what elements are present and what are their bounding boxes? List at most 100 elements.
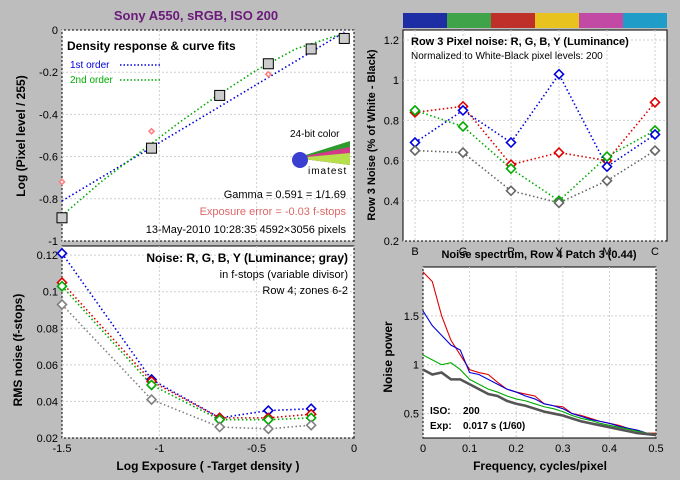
spectrum-ytick-label: 1.5 — [404, 311, 419, 323]
imatest-logo — [292, 141, 350, 168]
density-series-1st-order — [61, 31, 345, 202]
row3-plot-area — [402, 29, 668, 242]
row3-patch-swatch — [623, 13, 667, 28]
spectrum-xtick-label: 0.5 — [648, 443, 663, 455]
spectrum-xtick-label: 0 — [420, 443, 426, 455]
noise-xtick-label: -0.5 — [247, 443, 266, 455]
noise-ytick-label: 0.04 — [37, 396, 58, 408]
noise-ytick-label: 0.02 — [37, 433, 58, 445]
iso-value: 200 — [463, 406, 480, 417]
density-patch-point — [338, 32, 350, 44]
row3-point-b — [649, 128, 661, 141]
row3-ytick-label: 0.4 — [384, 196, 399, 208]
date-text: 13-May-2010 10:28:35 4592×3056 pixels — [146, 224, 347, 236]
row3-title: Row 3 Pixel noise: R, G, B, Y (Luminance… — [411, 36, 629, 48]
row3-ytick-label: 0.8 — [384, 115, 399, 127]
density-raw-point — [58, 178, 66, 186]
row3-point-b — [457, 104, 469, 117]
iso-label: ISO: — [430, 406, 451, 417]
spectrum-xtick-label: 0.3 — [555, 443, 570, 455]
row3-subtitle: Normalized to White-Black pixel levels: … — [411, 51, 603, 62]
noise-ylabel: RMS noise (f-stops) — [11, 294, 25, 407]
density-patch-point — [262, 58, 274, 70]
row3-ytick-label: 0.2 — [384, 236, 399, 248]
exp-value: 0.017 s (1/60) — [463, 421, 525, 432]
spectrum-series-g — [422, 354, 657, 435]
density-ytick-label: -0.6 — [39, 152, 58, 164]
density-ytick-label: -0.4 — [39, 109, 58, 121]
noise-ytick-label: 0.06 — [37, 360, 58, 372]
noise-ytick-label: 0.1 — [43, 287, 58, 299]
spectrum-xlabel: Frequency, cycles/pixel — [473, 459, 607, 473]
density-patch-point — [214, 89, 226, 101]
noise-point-y — [305, 419, 317, 431]
figure-title: Sony A550, sRGB, ISO 200 — [114, 8, 278, 23]
density-ylabel: Log (Pixel level / 255) — [14, 75, 28, 196]
noise-series-g — [61, 285, 312, 421]
density-ytick-label: -0.8 — [39, 194, 58, 206]
row3-category-label: M — [602, 246, 611, 258]
row3-category-label: C — [651, 246, 659, 258]
spectrum-ytick-label: 1 — [413, 360, 419, 372]
noise-point-y — [262, 423, 274, 435]
row3-ytick-label: 0.6 — [384, 156, 399, 168]
spectrum-series-b — [422, 310, 657, 435]
row3-point-y — [601, 175, 613, 187]
row3-point-g — [409, 104, 421, 117]
logo-caption: 24-bit color — [290, 129, 340, 140]
row3-category-label: B — [411, 246, 418, 258]
exposure-error-text: Exposure error = -0.03 f-stops — [200, 206, 347, 218]
density-title: Density response & curve fits — [67, 39, 236, 53]
noise-point-y — [56, 298, 68, 311]
noise-point-b — [56, 247, 68, 259]
spectrum-series-r — [422, 271, 656, 434]
spectrum-xtick-label: 0.4 — [602, 443, 617, 455]
row3-patch-swatch — [535, 13, 579, 28]
spectrum-ylabel: Noise power — [381, 321, 395, 393]
density-plot-area — [61, 29, 355, 242]
row3-point-g — [505, 163, 517, 175]
spectrum-ytick-label: 0.5 — [404, 409, 419, 421]
noise-plot-area — [61, 245, 355, 439]
noise-subtitle-1: in f-stops (variable divisor) — [220, 269, 348, 281]
row3-point-b — [553, 68, 565, 80]
density-panel: Log (Pixel level / 255) -1 -0.8 -0.6 -0.4 -0… — [14, 25, 355, 248]
density-raw-point — [147, 127, 156, 135]
density-patch-point — [146, 142, 158, 154]
row3-category-label: Y — [555, 246, 563, 258]
spectrum-series-y — [422, 368, 657, 437]
row3-patch-swatch — [403, 13, 447, 28]
noise-ytick-label: 0.08 — [37, 323, 58, 335]
spectrum-title: Noise spectrum, Row 4 Patch 3 (0.44) — [441, 249, 636, 261]
noise-series-r — [61, 282, 312, 419]
legend-2nd-order: 2nd order — [70, 75, 113, 86]
row3-point-r — [553, 146, 565, 159]
row3-panel: Row 3 Noise (% of White - Black) 0.2 0.4 0… — [366, 13, 668, 258]
row3-patch-swatch — [579, 13, 623, 28]
row3-point-b — [505, 136, 517, 149]
legend-1st-order: 1st order — [70, 60, 110, 71]
noise-point-g — [56, 280, 68, 292]
density-ytick-label: -0.2 — [39, 67, 58, 79]
row3-point-y — [409, 144, 421, 157]
row3-point-b — [601, 161, 613, 173]
noise-point-y — [145, 393, 158, 406]
density-ytick-label: -1 — [48, 236, 58, 248]
noise-point-g — [145, 379, 158, 391]
row3-ytick-label: 1.2 — [384, 35, 399, 47]
noise-panel: RMS noise (f-stops) 0.02 0.04 0.06 0.08 0.1 0… — [11, 245, 357, 473]
noise-xlabel: Log Exposure ( -Target density ) — [116, 459, 299, 473]
noise-xtick-label: 0 — [351, 443, 357, 455]
row3-point-y — [649, 144, 661, 157]
noise-title: Noise: R, G, B, Y (Luminance; gray) — [146, 251, 348, 265]
noise-xtick-label: -1 — [154, 443, 164, 455]
exp-label: Exp: — [430, 421, 452, 432]
noise-xtick-label: -1.5 — [53, 443, 72, 455]
row3-patch-swatch — [491, 13, 535, 28]
row3-series-y — [414, 149, 656, 204]
row3-patch-swatch — [447, 13, 491, 28]
row3-category-label: G — [459, 246, 468, 258]
row3-ytick-label: 1 — [393, 75, 399, 87]
row3-series-r — [414, 101, 656, 166]
